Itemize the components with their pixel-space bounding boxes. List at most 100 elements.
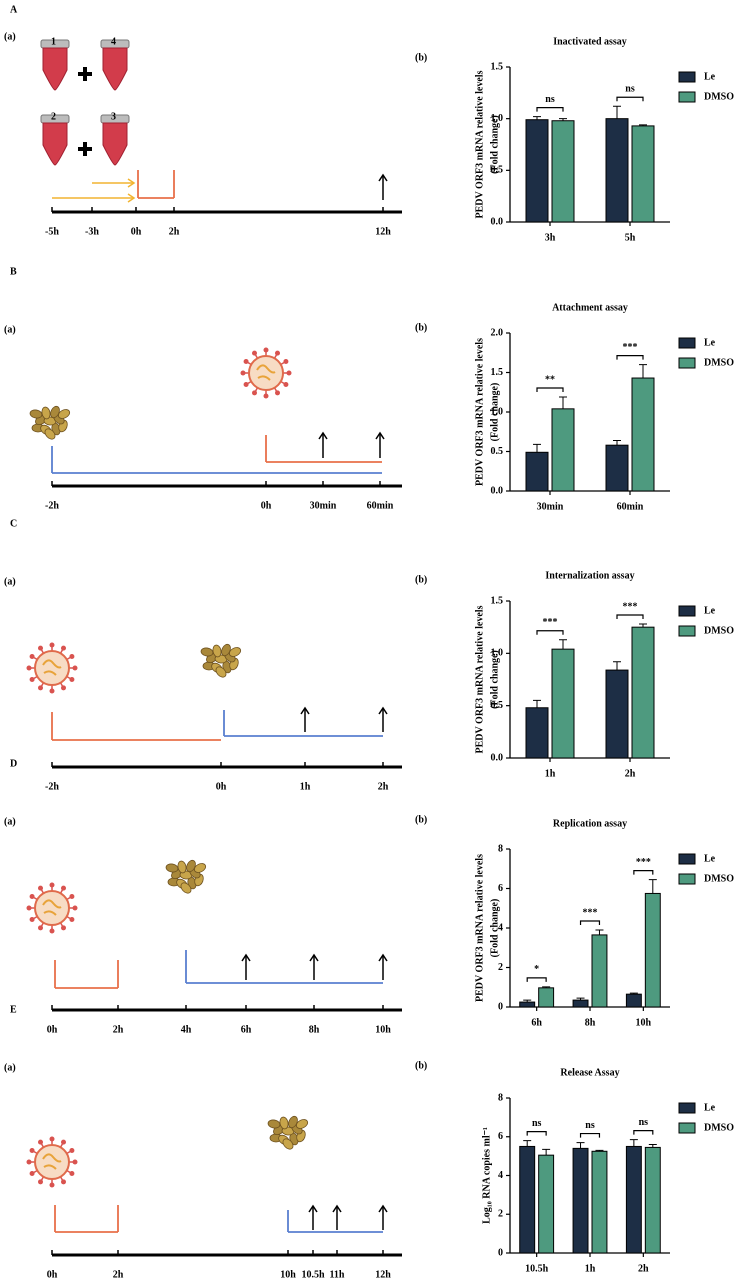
significance-bracket [536, 630, 564, 635]
drug-flake [295, 1119, 309, 1129]
virus-spike-tip [240, 370, 246, 376]
virus-spike-tip [69, 1171, 75, 1176]
legend-label: Le [704, 337, 716, 348]
virus-spike-tip [69, 917, 75, 922]
chart-title: Release Assay [560, 1067, 619, 1078]
drug-flake [180, 882, 192, 894]
drug-flake [165, 863, 179, 873]
virus-core [256, 364, 276, 381]
y-axis-label: Log₁₀ RNA copies ml⁻¹ [481, 1127, 492, 1224]
virus-spike-tip [69, 654, 75, 659]
sub-label: (b) [415, 52, 427, 63]
chart-title: Internalization assay [545, 570, 634, 581]
bar [644, 1146, 661, 1254]
y-tick-label: 0 [498, 1001, 503, 1012]
error-bar [639, 124, 647, 126]
bar [605, 669, 629, 759]
virus-spike-tip [49, 882, 55, 888]
plus-sign [78, 142, 92, 156]
sub-label: (b) [415, 322, 427, 333]
significance-label: ns [639, 1117, 649, 1128]
timeline-label: 30min [310, 500, 337, 511]
timeline-label: 2h [169, 226, 180, 237]
significance-label: ns [625, 84, 635, 95]
x-tick-label: 10h [636, 1017, 652, 1028]
timeline-label: 12h [375, 1269, 391, 1280]
virus-spike-tip [38, 1179, 43, 1185]
arrow-head [308, 1204, 318, 1213]
y-tick-label: 2 [498, 962, 503, 973]
panel-letter: A [10, 4, 18, 15]
error-bar [533, 699, 541, 708]
bar [551, 408, 575, 492]
virus-spike-tip [275, 350, 280, 356]
sub-label: (a) [4, 31, 16, 42]
virus-spike-tip [72, 1159, 78, 1165]
tube-number: 4 [111, 36, 116, 47]
virus-spike-tip [49, 642, 55, 648]
drug-flake [282, 1138, 294, 1150]
legend-swatch [678, 853, 696, 865]
y-tick-label: 1.5 [491, 367, 504, 378]
plus-sign [78, 67, 92, 81]
timeline-label: -2h [45, 781, 59, 792]
drug-flake [29, 409, 43, 419]
error-bar [542, 1148, 551, 1156]
virus-spike-tip [26, 1159, 32, 1165]
tube-body [42, 47, 68, 91]
virus-icon [26, 642, 78, 694]
y-tick-label: 1.0 [491, 648, 504, 659]
arrow-head [127, 193, 136, 203]
virus-spike-tip [61, 925, 66, 931]
legend-label: Le [704, 71, 716, 82]
tube-body [42, 122, 68, 166]
bar [538, 987, 555, 1008]
timeline-label: 0h [261, 500, 272, 511]
chart-title: Inactivated assay [553, 36, 627, 47]
drug-flake [44, 428, 56, 440]
bar [551, 648, 575, 759]
drug-flake [215, 666, 227, 678]
drug-icon [267, 1115, 309, 1150]
virus-spike-tip [275, 390, 280, 396]
timeline-label: 12h [375, 226, 391, 237]
y-tick-label: 6 [498, 883, 503, 894]
error-bar [613, 439, 621, 446]
y-tick-label: 6 [498, 1131, 503, 1142]
timeline-label: 0h [47, 1024, 58, 1035]
panel-letter: D [10, 758, 17, 769]
x-tick-label: 1h [545, 768, 556, 779]
y-tick-label: 0.0 [491, 752, 504, 763]
virus-spike-tip [29, 654, 35, 659]
arrow-head [241, 953, 251, 962]
virus-spike-tip [72, 665, 78, 671]
timeline-label: 10.5h [301, 1269, 325, 1280]
virus-spike-tip [69, 677, 75, 682]
arrow-head [378, 706, 388, 715]
error-bar [533, 443, 541, 453]
error-bar [559, 396, 567, 409]
virus-body [34, 1144, 70, 1180]
virus-spike-tip [26, 905, 32, 911]
virus-spike-tip [263, 347, 269, 353]
legend-label: DMSO [704, 873, 734, 884]
significance-bracket [616, 355, 644, 360]
bar [631, 626, 655, 759]
timeline-label: 4h [181, 1024, 192, 1035]
drug-flake [193, 863, 207, 873]
virus-spike-tip [49, 688, 55, 694]
virus-body [34, 650, 70, 686]
virus-spike-tip [243, 382, 249, 387]
virus-spike-tip [38, 1139, 43, 1145]
legend-label: DMSO [704, 625, 734, 636]
timeline-label: 11h [329, 1269, 344, 1280]
timeline-label: -3h [85, 226, 99, 237]
timeline-label: -5h [45, 226, 59, 237]
virus-spike-tip [243, 359, 249, 364]
y-axis-label: (Fold change) [489, 650, 500, 709]
significance-bracket [616, 96, 644, 102]
virus-spike-tip [263, 393, 269, 399]
x-tick-label: 6h [531, 1017, 542, 1028]
significance-label: ns [545, 94, 555, 105]
